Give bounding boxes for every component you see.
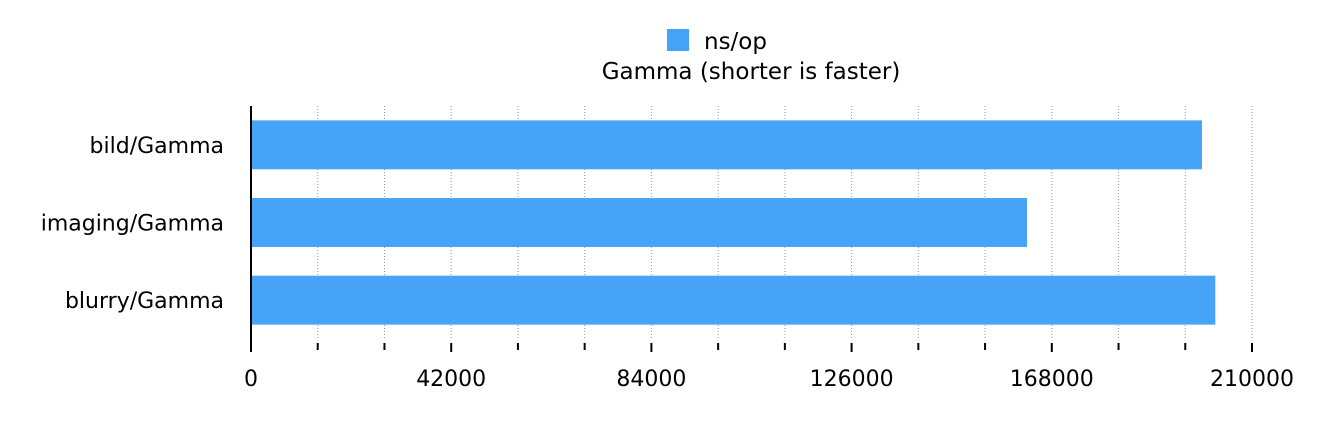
chart-title: Gamma (shorter is faster): [602, 59, 901, 85]
category-label: blurry/Gamma: [65, 289, 224, 314]
category-label: bild/Gamma: [90, 134, 224, 159]
x-tick-label: 126000: [810, 367, 894, 392]
x-tick-label: 0: [244, 367, 258, 392]
x-tick-label: 42000: [416, 367, 486, 392]
axes: [250, 106, 1253, 352]
x-tick-label: 84000: [616, 367, 686, 392]
x-tick-label: 210000: [1210, 367, 1294, 392]
x-tick-label: 168000: [1010, 367, 1094, 392]
category-label: imaging/Gamma: [41, 212, 224, 237]
legend-label: ns/op: [704, 29, 767, 55]
bars: [252, 120, 1216, 325]
bar-blurry-gamma: [252, 275, 1216, 325]
bar-bild-gamma: [252, 120, 1202, 170]
legend-swatch-ns-op: [667, 29, 689, 51]
x-tick-labels: 0 42000 84000 126000 168000 210000: [244, 367, 1294, 392]
category-labels: bild/Gamma imaging/Gamma blurry/Gamma: [41, 134, 224, 314]
bar-imaging-gamma: [252, 198, 1028, 247]
legend: ns/op: [667, 29, 767, 55]
